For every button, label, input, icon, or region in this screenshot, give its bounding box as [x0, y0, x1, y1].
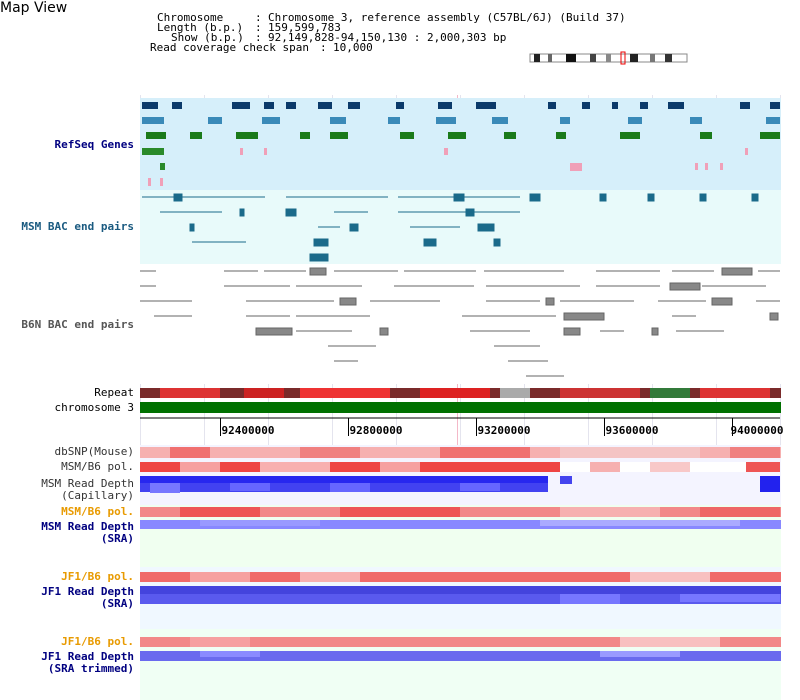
- label-line-1: MSM Read Depth: [41, 477, 134, 490]
- label-jf1-b6-pol-1[interactable]: JF1/B6 pol.: [61, 570, 134, 583]
- msm-read-depth-sra-track[interactable]: [140, 520, 781, 529]
- show-info-value: 92,149,828-94,150,130 : 2,000,303 bp: [268, 31, 507, 44]
- chromosome-ideogram[interactable]: [529, 51, 688, 65]
- msm-b6-pol-track-1[interactable]: [140, 462, 780, 472]
- label-repeat: Repeat: [94, 386, 134, 399]
- refseq-gene-track[interactable]: [142, 102, 780, 186]
- label-msm-b6-pol-2[interactable]: MSM/B6 pol.: [61, 505, 134, 518]
- chromosome-info-value: Chromosome 3, reference assembly (C57BL/…: [268, 11, 626, 24]
- colon-1: :: [255, 11, 262, 24]
- dbsnp-track[interactable]: [140, 447, 781, 458]
- label-line-1: JF1 Read Depth: [41, 650, 134, 663]
- repeat-track: [140, 388, 781, 398]
- label-jf1-read-depth-sra[interactable]: JF1 Read Depth (SRA): [41, 586, 134, 610]
- colon-2: :: [255, 21, 262, 34]
- label-line-2: (SRA): [100, 532, 134, 545]
- chromosome-bar: [140, 402, 781, 413]
- label-line-2: (SRA): [100, 597, 134, 610]
- axis-tick-label: 93200000: [477, 424, 531, 437]
- axis-tick-label: 93600000: [605, 424, 659, 437]
- colon-4: :: [320, 41, 327, 54]
- axis-tick-label: 94000000: [730, 424, 784, 437]
- jf1-read-depth-sra-track[interactable]: [140, 586, 781, 604]
- length-info-label: Length (b.p.): [157, 21, 244, 34]
- coverage-info-value: 10,000: [333, 41, 373, 54]
- coverage-info-label: Read coverage check span: [150, 41, 309, 54]
- msm-b6-pol-track-2[interactable]: [140, 507, 781, 517]
- label-dbsnp[interactable]: dbSNP(Mouse): [54, 445, 134, 458]
- label-msm-read-depth-sra[interactable]: MSM Read Depth (SRA): [41, 521, 134, 545]
- label-refseq-genes[interactable]: RefSeq Genes: [54, 138, 134, 151]
- axis-tick-label: 92800000: [349, 424, 403, 437]
- position-axis: [140, 417, 780, 436]
- jf1-b6-pol-track-1[interactable]: [140, 572, 781, 582]
- label-msm-bac-end-pairs[interactable]: MSM BAC end pairs: [21, 220, 134, 233]
- msm-read-depth-capillary-track[interactable]: [140, 476, 780, 493]
- label-msm-b6-pol-1[interactable]: MSM/B6 pol.: [61, 460, 134, 473]
- b6n-bac-track[interactable]: [140, 267, 780, 377]
- axis-tick-label: 92400000: [221, 424, 275, 437]
- length-info-value: 159,599,783: [268, 21, 341, 34]
- msm-bac-track[interactable]: [142, 193, 759, 262]
- label-jf1-b6-pol-2[interactable]: JF1/B6 pol.: [61, 635, 134, 648]
- colon-3: :: [255, 31, 262, 44]
- label-line-1: JF1 Read Depth: [41, 585, 134, 598]
- chromosome-info-label: Chromosome: [157, 11, 224, 24]
- label-line-2: (Capillary): [61, 489, 134, 502]
- label-b6n-bac-end-pairs[interactable]: B6N BAC end pairs: [21, 318, 134, 331]
- map-view-title: Map View: [0, 0, 68, 16]
- label-msm-read-depth-capillary[interactable]: MSM Read Depth (Capillary): [41, 478, 134, 502]
- label-line-1: MSM Read Depth: [41, 520, 134, 533]
- label-jf1-read-depth-trimmed[interactable]: JF1 Read Depth (SRA trimmed): [41, 651, 134, 675]
- jf1-b6-pol-track-2[interactable]: [140, 637, 781, 647]
- jf1-read-depth-trimmed-track[interactable]: [140, 651, 781, 661]
- label-chromosome: chromosome 3: [54, 401, 134, 414]
- label-line-2: (SRA trimmed): [47, 662, 134, 675]
- show-info-label: Show (b.p.): [171, 31, 244, 44]
